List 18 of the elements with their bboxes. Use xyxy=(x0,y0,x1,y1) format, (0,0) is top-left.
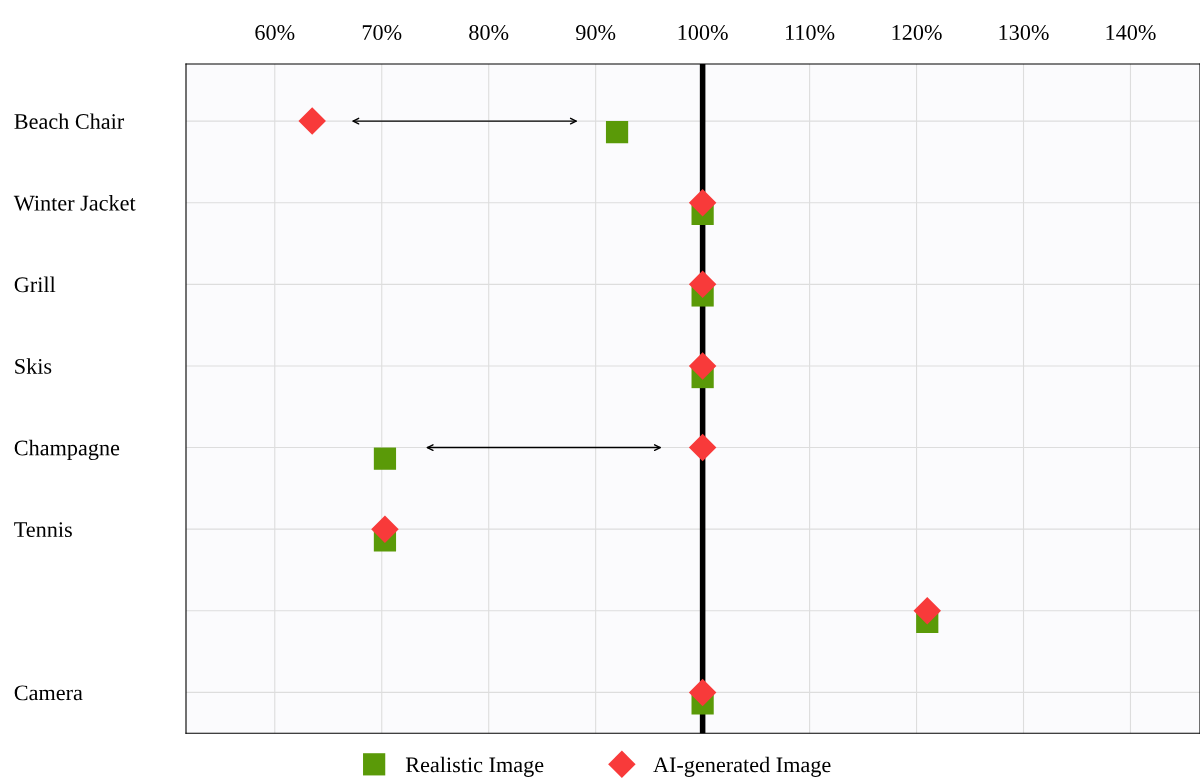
x-tick-label: 90% xyxy=(576,25,616,41)
x-tick-label: 100% xyxy=(678,25,728,41)
y-tick-label: Skis xyxy=(15,358,52,374)
x-tick-label: 70% xyxy=(362,25,402,41)
y-tick-label: Grill xyxy=(14,276,56,293)
y-tick-label: Camera xyxy=(14,685,83,701)
legend-label: AI-generated Image xyxy=(653,756,831,777)
x-tick-label: 60% xyxy=(255,25,295,41)
x-tick-label: 120% xyxy=(892,25,942,41)
y-tick-label: Champagne xyxy=(14,439,120,461)
legend-label: Realistic Image xyxy=(405,756,544,777)
x-tick-label: 80% xyxy=(469,25,509,41)
y-tick-label: Winter Jacket xyxy=(13,194,136,211)
x-tick-label: 110% xyxy=(786,25,835,41)
x-tick-label: 140% xyxy=(1106,25,1156,41)
y-tick-label: Tennis xyxy=(14,522,72,538)
x-tick-label: 130% xyxy=(999,25,1049,41)
y-tick-label: Beach Chair xyxy=(14,113,125,130)
